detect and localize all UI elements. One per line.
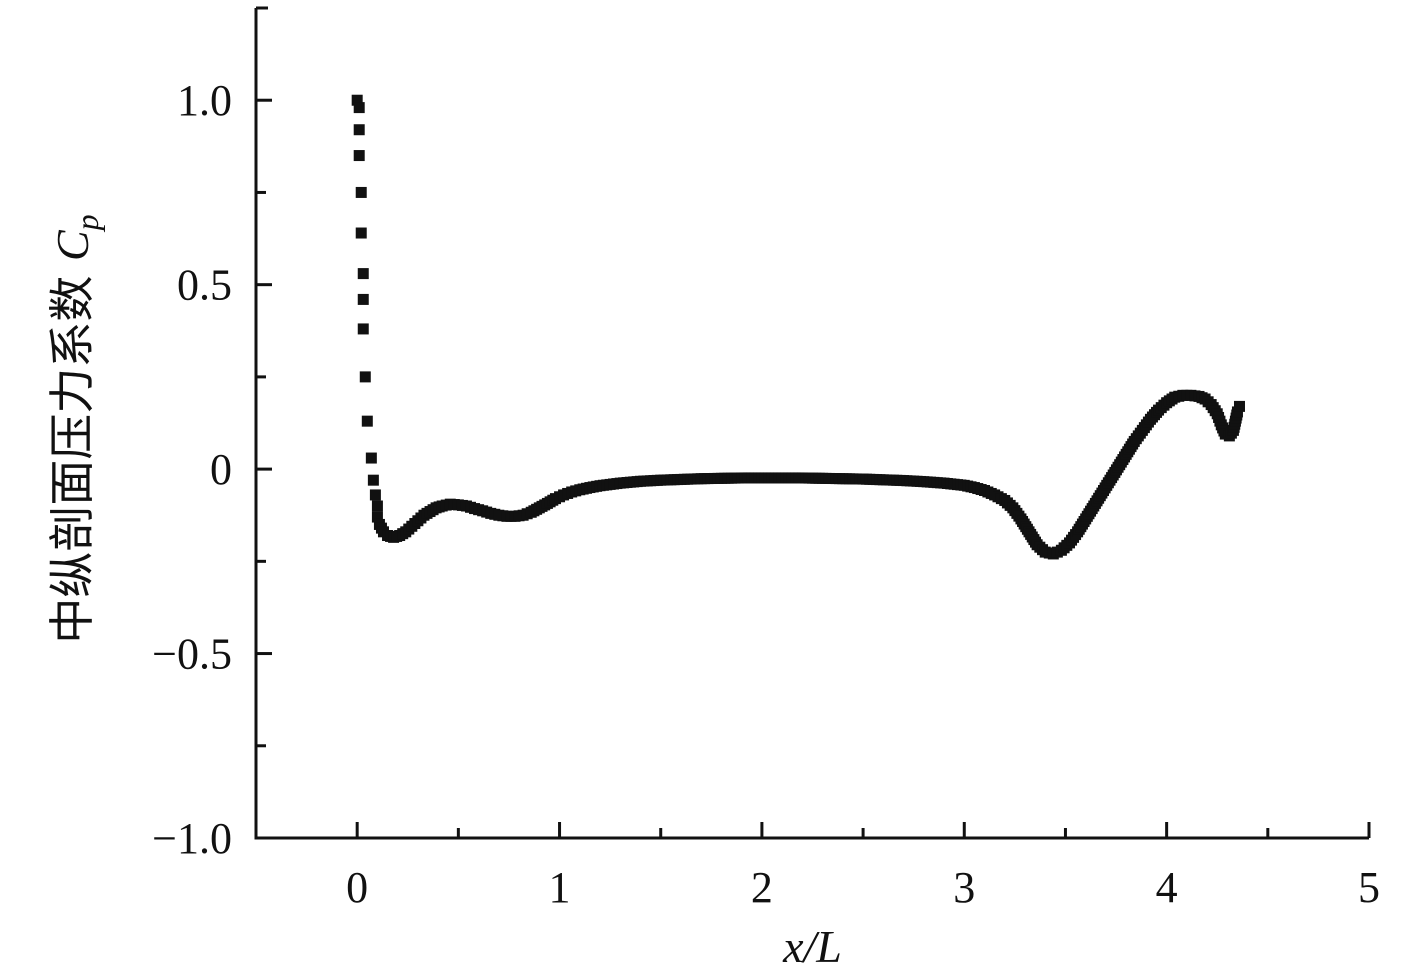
data-point <box>357 293 369 305</box>
x-tick-label: 4 <box>1156 863 1178 912</box>
x-tick-label: 2 <box>751 863 773 912</box>
data-point <box>367 474 379 486</box>
data-point <box>357 323 369 335</box>
data-point <box>371 500 383 512</box>
y-tick-label: 0.5 <box>177 261 232 310</box>
data-markers <box>351 94 1245 560</box>
data-point <box>353 102 365 114</box>
data-point <box>357 268 369 280</box>
data-point <box>371 511 383 523</box>
y-tick-label: 1.0 <box>177 76 232 125</box>
y-tick-label: −0.5 <box>152 630 232 679</box>
x-ticks: 0 1 2 3 4 5 <box>346 822 1380 912</box>
y-axis-title: 中纵剖面压力系数 Cp <box>45 214 105 643</box>
y-tick-label: 0 <box>210 445 232 494</box>
y-ticks: −1.0 −0.5 0 0.5 1.0 <box>152 76 272 863</box>
x-tick-label: 0 <box>346 863 368 912</box>
data-point <box>355 227 367 239</box>
data-point <box>365 452 377 464</box>
y-tick-label: −1.0 <box>152 814 232 863</box>
data-point <box>351 94 363 106</box>
y-axis-title-subscript: p <box>69 214 105 232</box>
x-axis-title: x/L <box>782 921 842 972</box>
y-axis-title-symbol: C <box>47 229 98 261</box>
x-tick-label: 1 <box>549 863 571 912</box>
data-point <box>1233 400 1245 412</box>
x-tick-label: 3 <box>953 863 975 912</box>
data-point <box>359 371 371 383</box>
data-point <box>1231 406 1243 418</box>
data-point <box>355 186 367 198</box>
data-point <box>353 124 365 136</box>
x-tick-label: 5 <box>1358 863 1380 912</box>
axes <box>254 6 1369 840</box>
data-point <box>361 415 373 427</box>
data-point <box>353 150 365 162</box>
data-point <box>369 489 381 501</box>
y-axis-title-text: 中纵剖面压力系数 <box>45 261 99 644</box>
